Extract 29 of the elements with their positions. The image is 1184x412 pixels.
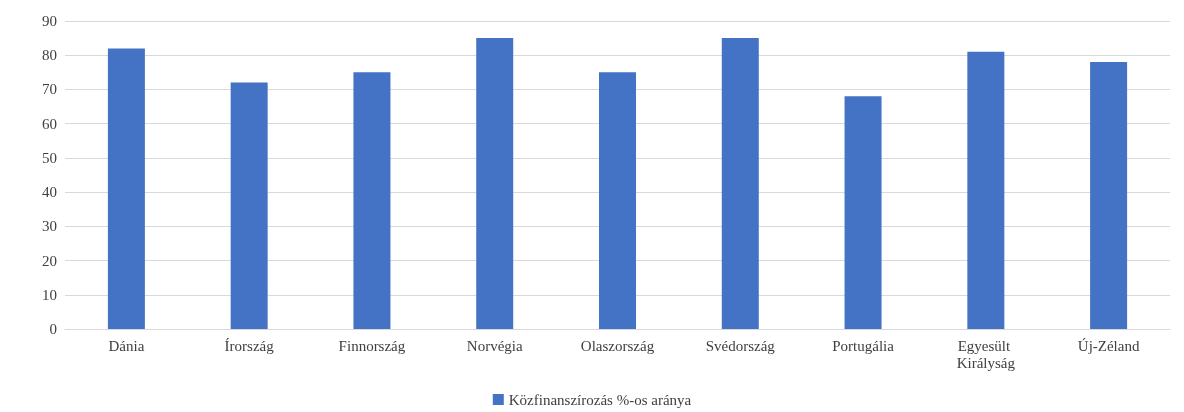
- x-tick-label: Finnország: [338, 337, 406, 354]
- y-tick-label: 90: [42, 13, 57, 29]
- x-tick-label: Norvégia: [466, 337, 523, 354]
- x-tick-label: Egyesült Királyság: [956, 337, 1016, 371]
- y-tick-label: 30: [42, 218, 57, 235]
- x-tick-label: Svédország: [705, 337, 776, 354]
- y-tick-label: 40: [42, 184, 57, 201]
- x-tick-label: Dánia: [108, 337, 145, 354]
- bar: [1090, 62, 1128, 329]
- legend-label: Közfinanszírozás %-os aránya: [508, 391, 692, 408]
- bar: [599, 72, 636, 329]
- y-tick-label: 50: [42, 149, 57, 166]
- bar: [844, 96, 882, 329]
- y-tick-label: 80: [42, 47, 57, 64]
- y-tick-label: 70: [42, 81, 57, 98]
- y-tick-label: 20: [42, 252, 57, 269]
- bar: [967, 51, 1005, 329]
- bar: [476, 38, 514, 329]
- bar: [353, 72, 391, 329]
- bar: [721, 38, 759, 329]
- y-tick-label: 0: [49, 321, 57, 337]
- x-tick-label: Új-Zéland: [1077, 337, 1140, 354]
- x-tick-label: Olaszország: [580, 337, 655, 354]
- y-tick-label: 60: [42, 115, 57, 132]
- bar: [107, 48, 145, 329]
- y-tick-label: 10: [42, 286, 57, 303]
- bar: [230, 82, 268, 329]
- x-tick-label: Írország: [224, 337, 275, 354]
- x-tick-label: Portugália: [832, 337, 895, 354]
